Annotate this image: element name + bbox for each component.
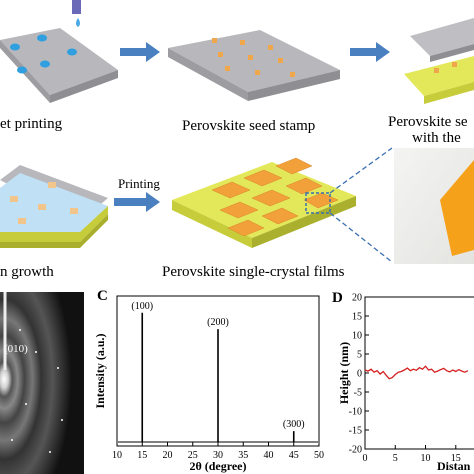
- arrow-right-icon: [120, 42, 160, 62]
- single-crystal-films-label: Perovskite single-crystal films: [162, 264, 345, 280]
- ink-droplet-icon: [76, 18, 80, 27]
- xrd-peak-label: (300): [283, 419, 305, 430]
- single-crystal-films-scheme: Perovskite single-crystal films: [162, 157, 356, 280]
- xrd-peak-label: (200): [207, 317, 229, 328]
- arrow-right-icon: [350, 42, 390, 62]
- stamp-substrate-scheme: Perovskite se with the: [388, 18, 474, 146]
- height-profile-series: [364, 365, 469, 380]
- zoom-box: [305, 192, 331, 214]
- arrow-right-icon: [114, 192, 160, 212]
- printing-arrow-label: Printing: [118, 176, 160, 191]
- xrd-x-tick-label: 30: [213, 450, 223, 461]
- diffraction-label: (010): [4, 343, 28, 355]
- xrd-chart: C 10 15 20 25 30 35 40 45 50 (100) (200) (300) Int…: [93, 288, 324, 473]
- height-x-tick-label: 5: [393, 453, 398, 464]
- xrd-x-tick-label: 45: [289, 450, 299, 461]
- height-y-tick-label: 5: [357, 350, 362, 361]
- panel-d-letter: D: [332, 290, 343, 306]
- xrd-x-tick-label: 50: [314, 450, 324, 461]
- height-y-axis-label: Height (nm): [337, 342, 351, 404]
- xrd-x-tick-label: 10: [112, 450, 122, 461]
- panel-c-letter: C: [97, 288, 108, 304]
- seed-stamp-scheme: Perovskite seed stamp: [168, 30, 340, 134]
- height-y-tick-label: -10: [349, 407, 362, 418]
- solution-growth-label: n growth: [0, 264, 54, 280]
- xrd-peak-label: (100): [131, 301, 153, 312]
- printing-arrow: Printing: [114, 176, 160, 212]
- xrd-peaks: (100) (200) (300): [118, 301, 318, 443]
- nozzle-icon: [72, 0, 81, 14]
- solution-growth-scheme: n growth: [0, 165, 108, 280]
- xrd-x-tick-label: 25: [188, 450, 198, 461]
- xrd-x-tick-label: 35: [238, 450, 248, 461]
- height-y-tick-label: 15: [352, 312, 362, 323]
- printing-scheme: et printing: [0, 0, 118, 132]
- height-x-tick-label: 0: [363, 453, 368, 464]
- xrd-x-axis-label: 2θ (degree): [189, 459, 246, 473]
- seed-substrate-label-line1: Perovskite se: [388, 114, 468, 130]
- height-profile-line: [364, 365, 469, 380]
- height-x-tick-label: 10: [421, 453, 431, 464]
- perovskite-seeds: [212, 38, 295, 77]
- crystal-film-squares: [211, 157, 339, 237]
- xrd-x-tick-label: 15: [137, 450, 147, 461]
- film-photograph: [394, 148, 474, 264]
- height-x-axis-label: Distan: [437, 459, 471, 473]
- height-y-tick-label: 0: [357, 369, 362, 380]
- ink-droplets: [10, 34, 77, 74]
- seed-substrate-label-line2: with the: [412, 130, 461, 146]
- xrd-y-axis-label: Intensity (a.u.): [93, 333, 107, 408]
- xrd-x-tick-label: 40: [264, 450, 274, 461]
- height-x-tick-label: 15: [451, 453, 461, 464]
- height-y-tick-label: -5: [354, 388, 362, 399]
- xrd-x-tick-label: 20: [163, 450, 173, 461]
- height-y-tick-label: 20: [352, 293, 362, 304]
- seed-stamp-label: Perovskite seed stamp: [182, 118, 315, 134]
- height-y-tick-label: 10: [352, 331, 362, 342]
- inkjet-printing-label: et printing: [0, 116, 63, 132]
- height-y-tick-label: -20: [349, 445, 362, 456]
- height-y-tick-label: -15: [349, 426, 362, 437]
- xrd-x-ticks: 10 15 20 25 30 35 40 45 50: [112, 442, 324, 461]
- diffraction-pattern-panel: (010): [0, 292, 84, 474]
